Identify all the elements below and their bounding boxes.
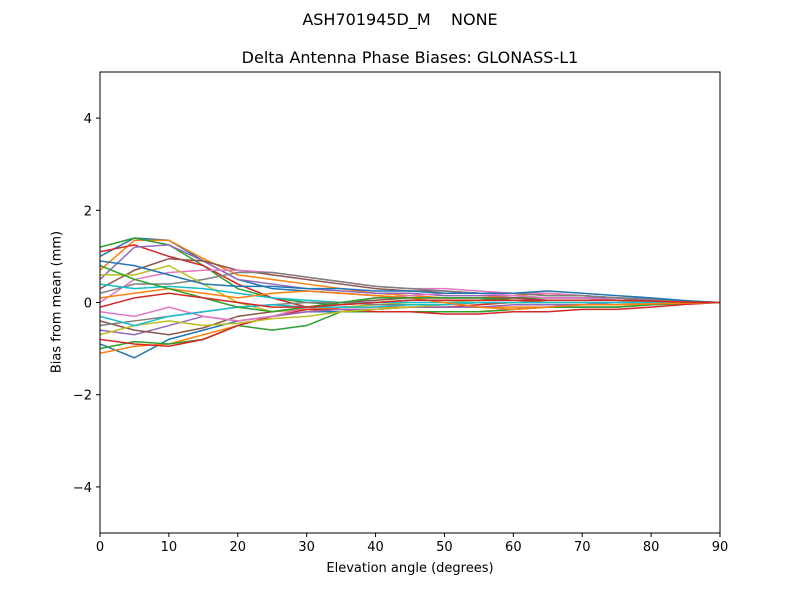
x-tick-label: 30 xyxy=(298,540,315,555)
series-line-20 xyxy=(100,301,720,327)
chart-title: Delta Antenna Phase Biases: GLONASS-L1 xyxy=(241,48,579,67)
x-axis-label: Elevation angle (degrees) xyxy=(326,561,494,576)
series-group xyxy=(100,237,720,359)
series-line-16 xyxy=(100,297,720,336)
x-tick-label: 70 xyxy=(574,540,591,555)
x-tick-label: 60 xyxy=(505,540,522,555)
series-line-12 xyxy=(100,301,720,354)
series-line-14 xyxy=(100,301,720,348)
x-tick-label: 80 xyxy=(643,540,660,555)
series-line-8 xyxy=(100,271,720,304)
y-tick-label: 2 xyxy=(84,204,92,219)
x-tick-label: 20 xyxy=(230,540,247,555)
figure-suptitle: ASH701945D_M NONE xyxy=(302,10,498,29)
x-tick-label: 0 xyxy=(96,540,104,555)
y-tick-label: −2 xyxy=(73,389,92,404)
y-tick-label: 0 xyxy=(84,297,92,312)
x-tick-label: 50 xyxy=(436,540,453,555)
series-line-21 xyxy=(100,260,720,304)
x-tick-label: 10 xyxy=(161,540,178,555)
y-tick-label: −4 xyxy=(73,481,92,496)
series-line-24 xyxy=(100,292,720,308)
x-tick-label: 40 xyxy=(367,540,384,555)
x-tick-label: 90 xyxy=(712,540,729,555)
y-tick-label: 4 xyxy=(84,112,92,127)
